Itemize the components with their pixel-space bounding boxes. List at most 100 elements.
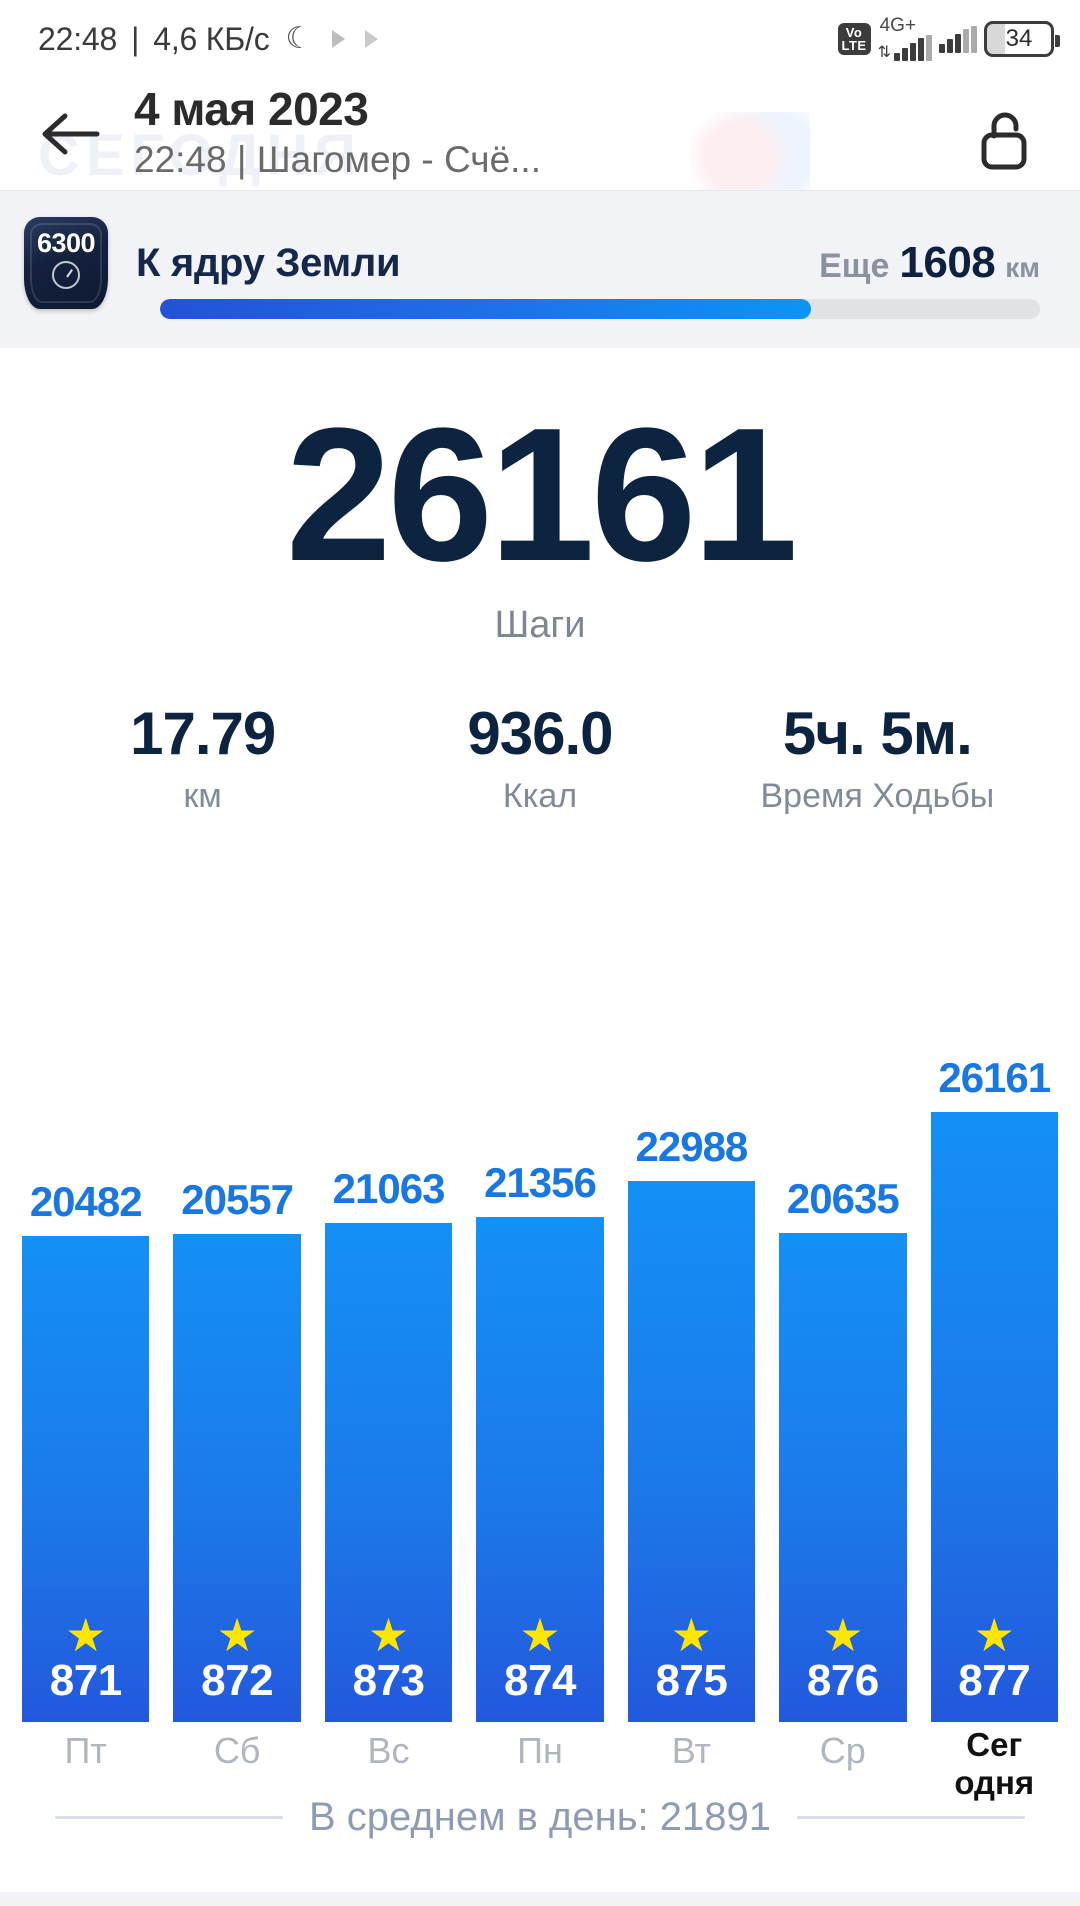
goal-progress-track[interactable] (160, 299, 1040, 319)
status-time: 22:48 (38, 20, 118, 57)
bar-value-label: 21356 (484, 1159, 597, 1206)
step-count-value: 26161 (285, 389, 798, 601)
bar-value-label: 20482 (29, 1178, 143, 1225)
goal-remaining-value: 1608 (899, 238, 996, 287)
star-icon: ★ (822, 1609, 864, 1661)
chart-bars-container: 20482 ★ 871 Пт 20557 ★ 872 Сб 21063 ★ 873 Вс 21356 ★ 8… (22, 1040, 1058, 1801)
moon-icon: ☾ (285, 22, 313, 55)
stat-unit: Время Ходьбы (760, 777, 995, 815)
chart-column[interactable]: 21063 ★ 873 Вс (324, 1040, 453, 1771)
chart-bar[interactable]: ★ 873 (324, 1223, 453, 1722)
chart-bar[interactable]: ★ 871 (22, 1236, 150, 1722)
chart-x-label: Вс (367, 1730, 410, 1771)
chart-column[interactable]: 22988 ★ 875 Вт (627, 1040, 756, 1771)
goal-remaining: Еще 1608 км (819, 238, 1040, 288)
volte-top-label: Vo (845, 25, 863, 40)
stat-value: 5ч. 5м. (782, 700, 973, 767)
lock-button[interactable] (970, 104, 1042, 176)
stat-calories: 936.0 Ккал (371, 701, 708, 816)
chart-footer: В среднем в день: 21891 (0, 1795, 1080, 1840)
divider-left (54, 1816, 283, 1819)
status-bar: 22:48 | 4,6 КБ/с ☾ Vo LTE 4G+ ⇅ 34 (0, 0, 1080, 78)
chart-bar[interactable]: ★ 877 (930, 1112, 1058, 1722)
bar-day-badge: 874 (504, 1656, 576, 1705)
weekly-steps-chart: 20482 ★ 871 Пт 20557 ★ 872 Сб 21063 ★ 873 Вс 21356 ★ 8… (0, 1040, 1080, 1801)
chart-x-label-line2: одня (954, 1764, 1035, 1801)
bar-value-label: 26161 (938, 1054, 1051, 1101)
bar-day-badge: 877 (958, 1656, 1031, 1705)
bar-day-badge: 876 (806, 1656, 879, 1705)
signal-bars-icon-sim2 (939, 26, 977, 53)
chart-bar[interactable]: ★ 876 (779, 1233, 907, 1722)
achievement-badge: 6300 (24, 217, 108, 309)
chart-x-label: Пн (517, 1730, 563, 1771)
chart-x-label: Сб (213, 1730, 261, 1771)
status-bar-right: Vo LTE 4G+ ⇅ 34 (837, 15, 1060, 61)
chart-column[interactable]: 21356 ★ 874 Пн (476, 1040, 604, 1771)
star-icon: ★ (216, 1609, 258, 1661)
stat-distance: 17.79 км (34, 701, 371, 816)
network-type-label: 4G+ (879, 15, 917, 36)
stat-unit: Ккал (502, 777, 578, 815)
star-icon: ★ (65, 1609, 107, 1661)
chart-x-label: Пт (64, 1730, 107, 1771)
chart-bar[interactable]: ★ 872 (173, 1234, 301, 1722)
goal-title: К ядру Земли (136, 240, 401, 285)
chart-bar[interactable]: ★ 874 (476, 1217, 604, 1722)
chart-column[interactable]: 20557 ★ 872 Сб (173, 1040, 301, 1771)
decorative-blob (690, 112, 810, 202)
stats-row: 17.79 км 936.0 Ккал 5ч. 5м. Время Ходьбы (0, 701, 1080, 816)
gauge-icon (52, 261, 80, 289)
star-icon: ★ (519, 1609, 561, 1661)
bar-value-label: 20635 (786, 1175, 900, 1222)
volte-icon: Vo LTE (837, 23, 871, 55)
data-transfer-icon: ⇅ (877, 44, 891, 61)
play-triangle-icon (365, 30, 379, 48)
header-titles: 4 мая 2023 22:48 | Шагомер - Счё... (134, 83, 541, 185)
battery-percent-label: 34 (1005, 25, 1033, 52)
chart-x-label: Вт (671, 1730, 712, 1771)
step-count-label: Шаги (494, 604, 586, 646)
page-subtitle: 22:48 | Шагомер - Счё... (134, 139, 541, 180)
bottom-strip (0, 1892, 1080, 1906)
status-separator: | (131, 20, 140, 57)
stat-walk-time: 5ч. 5м. Время Ходьбы (709, 701, 1046, 816)
chart-x-label-line1: Сег (966, 1726, 1023, 1763)
chart-x-label: Ср (819, 1730, 866, 1771)
average-per-day-label: В среднем в день: 21891 (308, 1795, 772, 1839)
stat-value: 17.79 (130, 700, 276, 767)
goal-progress-fill (160, 299, 812, 319)
bar-day-badge: 873 (352, 1656, 425, 1705)
chart-bar[interactable]: ★ 875 (627, 1181, 756, 1722)
play-triangle-icon (332, 30, 346, 48)
bar-value-label: 20557 (181, 1176, 294, 1223)
chart-column[interactable]: 20635 ★ 876 Ср (779, 1040, 907, 1771)
signal-bars-icon: ⇅ (878, 35, 932, 61)
goal-banner[interactable]: 6300 К ядру Земли Еще 1608 км (0, 190, 1080, 348)
stat-value: 936.0 (467, 700, 613, 767)
chart-x-label: Сег одня (931, 1726, 1058, 1802)
status-bar-left: 22:48 | 4,6 КБ/с ☾ (38, 20, 379, 58)
bar-value-label: 22988 (635, 1123, 749, 1170)
page-title: 4 мая 2023 (134, 83, 369, 135)
bar-value-label: 21063 (332, 1165, 446, 1212)
goal-row: 6300 К ядру Земли Еще 1608 км (24, 217, 1040, 309)
chart-column[interactable]: 20482 ★ 871 Пт (22, 1040, 150, 1771)
volte-bottom-label: LTE (841, 38, 867, 53)
bar-day-badge: 871 (49, 1656, 122, 1705)
network-speed: 4,6 КБ/с (153, 20, 270, 57)
app-header: СЕГОДНЯ 4 мая 2023 22:48 | Шагомер - Счё… (0, 78, 1080, 202)
goal-remaining-word: Еще (819, 247, 890, 285)
star-icon: ★ (367, 1609, 410, 1661)
bar-day-badge: 872 (201, 1656, 274, 1705)
goal-remaining-unit: км (1005, 252, 1040, 283)
back-button[interactable] (34, 97, 108, 171)
unlocked-padlock-icon (981, 112, 1027, 170)
bar-day-badge: 875 (655, 1656, 728, 1705)
divider-right (797, 1816, 1026, 1819)
network-indicator-1: 4G+ ⇅ (878, 15, 932, 61)
back-arrow-icon (42, 113, 100, 155)
star-icon: ★ (973, 1609, 1015, 1661)
battery-icon: 34 (984, 21, 1060, 57)
chart-column[interactable]: 26161 ★ 877 Сег одня (930, 1040, 1058, 1801)
